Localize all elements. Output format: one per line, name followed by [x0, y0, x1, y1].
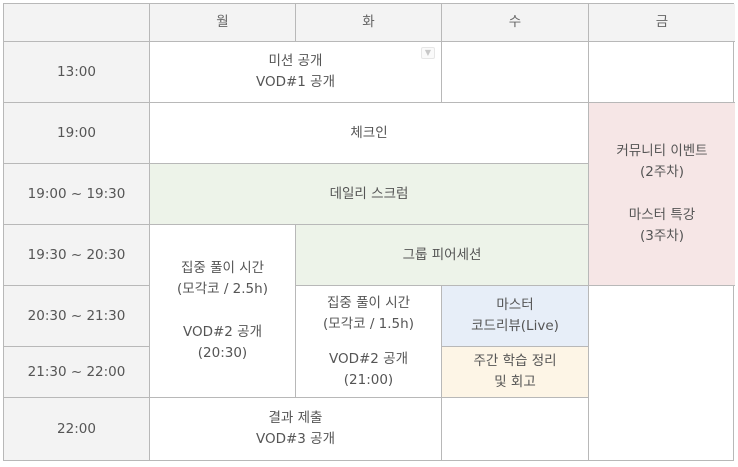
- event-line: VOD#2 공개: [328, 350, 409, 367]
- event-checkin[interactable]: 체크인: [150, 103, 589, 164]
- event-line: 집중 풀이 시간: [180, 260, 265, 276]
- event-line: 코드리뷰(Live): [471, 318, 559, 334]
- time-label: 13:00: [4, 42, 150, 103]
- event-result-submit[interactable]: 결과 제출 VOD#3 공개: [150, 398, 442, 460]
- event-line: 집중 풀이 시간: [326, 294, 411, 311]
- header-wed: 수: [442, 4, 589, 42]
- empty-cell: [589, 286, 735, 460]
- event-line: 결과 제출: [268, 410, 323, 426]
- event-mission-release[interactable]: 미션 공개 VOD#1 공개 ▼: [150, 42, 442, 103]
- empty-cell: [442, 42, 589, 103]
- event-line: VOD#2 공개: [182, 324, 263, 340]
- event-line: (2주차): [640, 164, 684, 180]
- event-master-code-review[interactable]: 마스터 코드리뷰(Live): [442, 286, 589, 347]
- event-line: 체크인: [350, 124, 388, 141]
- event-line: (20:30): [197, 345, 248, 361]
- event-focus-tue[interactable]: 집중 풀이 시간 (모각코 / 1.5h) VOD#2 공개 (21:00): [296, 286, 442, 398]
- empty-cell: [442, 398, 589, 460]
- event-daily-scrum[interactable]: 데일리 스크럼: [150, 164, 589, 225]
- event-line: VOD#3 공개: [255, 431, 336, 447]
- event-line: 마스터 특강: [628, 207, 696, 223]
- event-line: VOD#1 공개: [255, 74, 336, 90]
- schedule-table: 월 화 수 금 13:00 19:00 19:00 ~ 19:30 19:30 …: [3, 3, 735, 461]
- event-line: (모각코 / 1.5h): [323, 315, 414, 332]
- event-line: 주간 학습 정리: [473, 353, 557, 369]
- time-label: 19:00 ~ 19:30: [4, 164, 150, 225]
- time-label: 21:30 ~ 22:00: [4, 347, 150, 398]
- time-label: 19:30 ~ 20:30: [4, 225, 150, 286]
- event-line: 커뮤니티 이벤트: [616, 143, 708, 159]
- event-line: (21:00): [343, 371, 394, 388]
- header-fri: 금: [589, 4, 735, 42]
- header-mon: 월: [150, 4, 296, 42]
- event-line: 그룹 피어세션: [402, 246, 482, 263]
- header-tue: 화: [296, 4, 442, 42]
- chevron-down-icon[interactable]: ▼: [421, 47, 435, 59]
- event-line: 데일리 스크럼: [329, 185, 409, 202]
- header-corner: [4, 4, 150, 42]
- event-line: 마스터: [496, 297, 534, 313]
- event-line: 미션 공개: [268, 53, 323, 69]
- time-label: 22:00: [4, 398, 150, 460]
- event-weekly-review[interactable]: 주간 학습 정리 및 회고: [442, 347, 589, 398]
- empty-cell: [589, 42, 735, 103]
- event-community[interactable]: 커뮤니티 이벤트 (2주차) 마스터 특강 (3주차): [589, 103, 735, 286]
- event-line: (3주차): [640, 228, 684, 244]
- event-group-peer-session[interactable]: 그룹 피어세션: [296, 225, 589, 286]
- event-focus-mon[interactable]: 집중 풀이 시간 (모각코 / 2.5h) VOD#2 공개 (20:30): [150, 225, 296, 398]
- event-line: (모각코 / 2.5h): [177, 281, 268, 297]
- time-label: 19:00: [4, 103, 150, 164]
- time-label: 20:30 ~ 21:30: [4, 286, 150, 347]
- event-line: 및 회고: [494, 374, 536, 390]
